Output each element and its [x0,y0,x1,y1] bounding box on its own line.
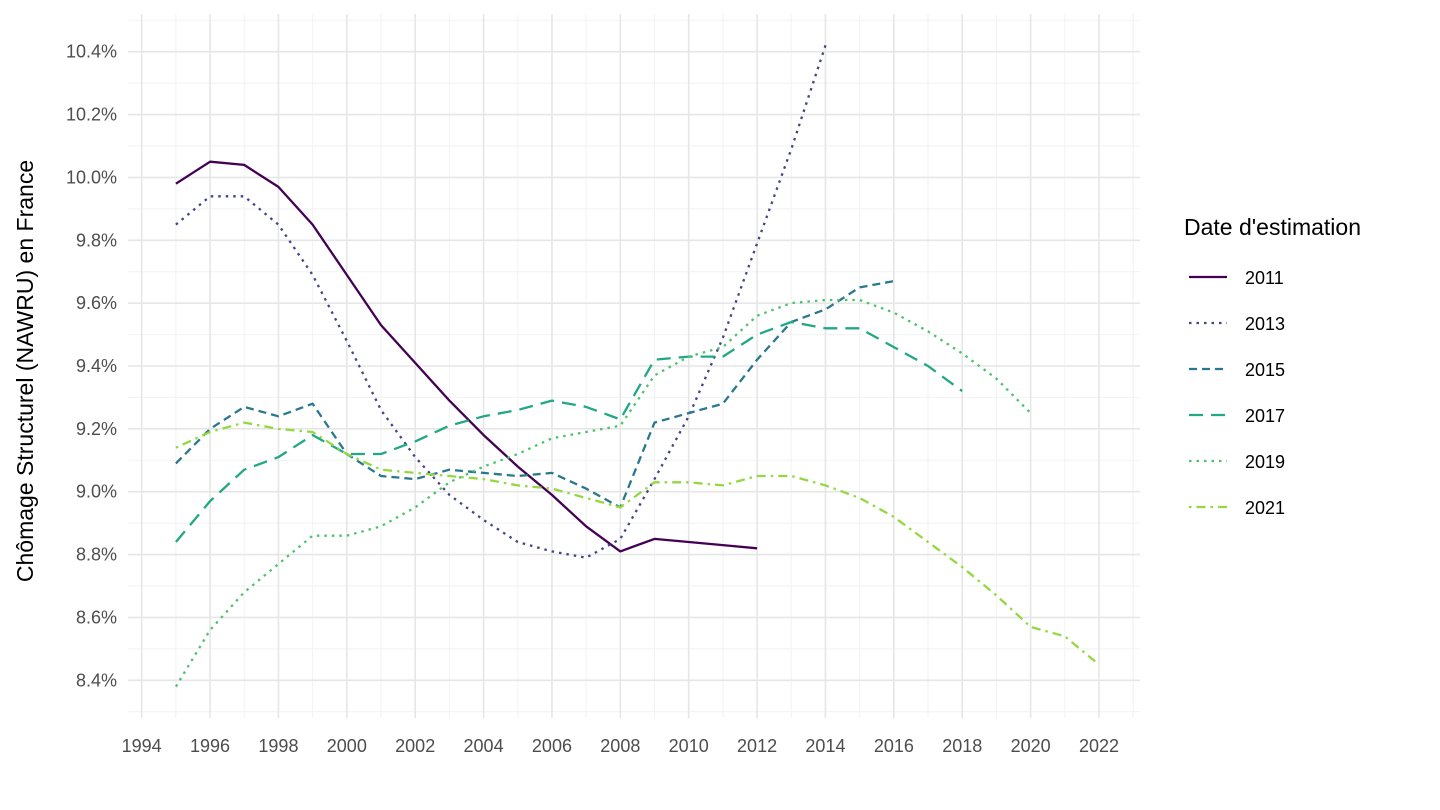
y-axis: 8.4% 8.6% 8.8% 9.0% 9.2% 9.4% 9.6% 9.8% 10.0% 10.… [66,42,117,691]
grid-major [128,14,1140,718]
series-line-2017 [175,320,963,543]
legend-item-2015: 2015 [1189,360,1285,380]
y-tick-label: 9.4% [76,356,117,376]
x-tick-label: 2002 [395,736,435,756]
x-tick-label: 2018 [942,736,982,756]
y-tick-label: 8.6% [76,607,117,627]
y-tick-label: 9.8% [76,230,117,250]
legend-item-2021: 2021 [1189,498,1285,518]
legend: Date d'estimation 2011201320152017201920… [1184,214,1361,518]
x-tick-label: 2010 [669,736,709,756]
series-line-2015 [175,279,895,509]
y-tick-label: 10.0% [66,167,117,187]
x-tick-label: 1996 [190,736,230,756]
y-tick-label: 9.0% [76,482,117,502]
legend-label: 2017 [1245,406,1285,426]
x-tick-label: 2020 [1011,736,1051,756]
legend-label: 2011 [1245,268,1284,288]
series-line-2019 [174,298,1032,688]
series-line-2021 [175,421,1100,666]
legend-item-2017: 2017 [1189,406,1285,426]
y-axis-title: Chômage Structurel (NAWRU) en France [12,160,38,582]
y-tick-label: 9.6% [76,293,117,313]
y-tick-label: 10.2% [66,105,117,125]
y-tick-label: 8.4% [76,670,117,690]
legend-item-2019: 2019 [1189,452,1285,472]
legend-label: 2021 [1245,498,1285,518]
series-line-2011 [175,160,758,553]
legend-label: 2013 [1245,314,1285,334]
y-tick-label: 9.2% [76,419,117,439]
legend-item-2013: 2013 [1189,314,1285,334]
x-tick-label: 2000 [327,736,367,756]
series-line-2013 [175,45,827,559]
legend-title: Date d'estimation [1184,214,1361,240]
x-tick-label: 1998 [258,736,298,756]
x-tick-label: 2014 [805,736,845,756]
y-tick-label: 8.8% [76,545,117,565]
x-tick-label: 2004 [464,736,504,756]
series-layer [174,45,1100,688]
legend-items: 2011 2013 2015 2017 2019 2021 [1189,268,1285,518]
x-tick-label: 2006 [532,736,572,756]
y-tick-label: 10.4% [66,42,117,62]
x-axis: 1994 1996 1998 2000 2002 2004 2006 2008 2010 2012… [122,736,1119,756]
legend-label: 2019 [1245,452,1285,472]
legend-label: 2015 [1245,360,1285,380]
x-tick-label: 2012 [737,736,777,756]
x-tick-label: 2008 [600,736,640,756]
x-tick-label: 1994 [122,736,162,756]
legend-item-2011: 2011 [1189,268,1284,288]
x-tick-label: 2016 [874,736,914,756]
x-tick-label: 2022 [1079,736,1119,756]
